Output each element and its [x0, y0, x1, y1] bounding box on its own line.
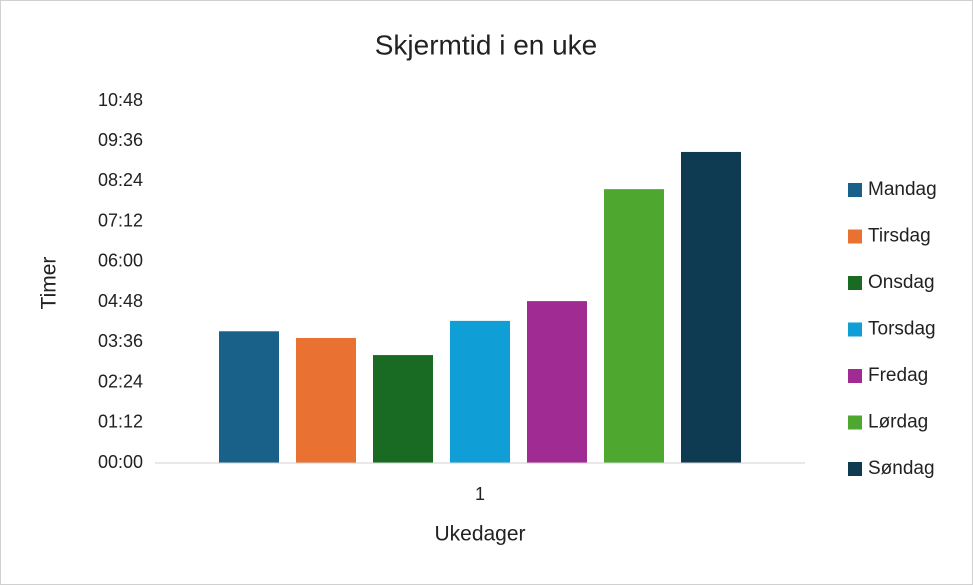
y-tick-label: 03:36: [98, 331, 143, 351]
y-tick-label: 04:48: [98, 291, 143, 311]
bar: [681, 151, 741, 463]
bar: [373, 355, 433, 463]
bar: [296, 337, 356, 463]
bar: [450, 320, 510, 463]
x-tick-label: 1: [475, 484, 485, 504]
y-tick-label: 00:00: [98, 452, 143, 472]
chart-title: Skjermtid i en uke: [375, 29, 598, 60]
y-tick-label: 02:24: [98, 371, 143, 391]
legend-swatch: [848, 462, 862, 476]
legend-swatch: [848, 183, 862, 197]
y-tick-label: 01:12: [98, 412, 143, 432]
legend-swatch: [848, 229, 862, 244]
y-tick-label: 10:48: [98, 90, 143, 110]
legend-swatch: [848, 322, 862, 337]
y-tick-label: 09:36: [98, 130, 143, 150]
legend-label: Mandag: [868, 179, 937, 200]
legend-label: Onsdag: [868, 272, 935, 293]
bar: [527, 301, 587, 463]
bar: [604, 189, 664, 464]
legend-label: Tirsdag: [868, 226, 931, 247]
x-axis-title: Ukedager: [434, 523, 525, 546]
legend-label: Lørdag: [868, 412, 928, 433]
legend-swatch: [848, 369, 862, 383]
legend-swatch: [848, 415, 862, 430]
legend-swatch: [848, 276, 862, 290]
y-tick-label: 08:24: [98, 170, 143, 190]
legend-label: Torsdag: [868, 319, 936, 340]
bar: [219, 331, 279, 463]
y-tick-label: 07:12: [98, 210, 143, 230]
legend-label: Fredag: [868, 365, 928, 386]
y-axis-title: Timer: [38, 257, 61, 310]
legend-label: Søndag: [868, 458, 935, 479]
y-tick-label: 06:00: [98, 251, 143, 271]
